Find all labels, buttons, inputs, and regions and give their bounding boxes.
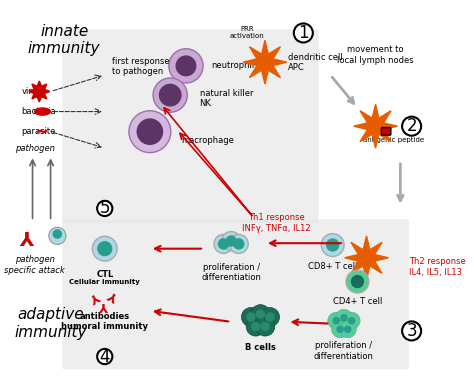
- Circle shape: [343, 312, 360, 329]
- Text: pathogen: pathogen: [15, 144, 55, 152]
- Circle shape: [49, 227, 66, 245]
- Circle shape: [402, 321, 421, 341]
- Circle shape: [246, 312, 255, 322]
- Text: first response
to pathogen: first response to pathogen: [111, 57, 169, 76]
- Circle shape: [337, 326, 344, 333]
- Circle shape: [260, 308, 280, 326]
- Text: Y: Y: [21, 227, 35, 245]
- Text: 3: 3: [406, 322, 417, 340]
- Circle shape: [340, 314, 348, 322]
- Text: antigenic peptide: antigenic peptide: [363, 137, 424, 143]
- Text: Th2 response
IL4, IL5, IL13: Th2 response IL4, IL5, IL13: [410, 257, 466, 276]
- Circle shape: [346, 270, 369, 293]
- Circle shape: [326, 238, 339, 252]
- Circle shape: [218, 238, 229, 250]
- Text: bacteria: bacteria: [21, 107, 56, 116]
- Circle shape: [402, 117, 421, 136]
- Circle shape: [226, 235, 237, 247]
- Text: 5: 5: [100, 199, 110, 217]
- Circle shape: [233, 238, 245, 250]
- Circle shape: [256, 53, 273, 71]
- Circle shape: [255, 310, 265, 319]
- Text: Y: Y: [107, 288, 121, 304]
- Text: dendritic cell
APC: dendritic cell APC: [288, 53, 342, 72]
- Circle shape: [175, 55, 196, 76]
- Circle shape: [358, 249, 375, 266]
- Text: CD4+ T cell: CD4+ T cell: [333, 297, 382, 306]
- Circle shape: [92, 236, 117, 261]
- Circle shape: [97, 241, 112, 256]
- Text: PRR
activation: PRR activation: [229, 26, 264, 39]
- Circle shape: [321, 233, 344, 257]
- Circle shape: [294, 23, 313, 43]
- Circle shape: [246, 317, 265, 336]
- Circle shape: [251, 305, 270, 324]
- Circle shape: [129, 111, 171, 152]
- Text: Y: Y: [100, 299, 109, 312]
- Circle shape: [97, 349, 112, 364]
- Text: adaptive
immunity: adaptive immunity: [14, 308, 87, 340]
- FancyBboxPatch shape: [62, 29, 319, 223]
- Circle shape: [331, 321, 349, 338]
- Ellipse shape: [34, 107, 51, 116]
- Text: pathogen
specific attack: pathogen specific attack: [4, 255, 65, 275]
- Circle shape: [241, 308, 260, 326]
- Polygon shape: [243, 40, 287, 84]
- Text: CD8+ T cell: CD8+ T cell: [308, 262, 357, 271]
- Circle shape: [351, 275, 364, 288]
- Circle shape: [214, 234, 233, 253]
- Polygon shape: [29, 81, 50, 102]
- Circle shape: [344, 326, 352, 333]
- Circle shape: [332, 317, 340, 324]
- Circle shape: [260, 322, 270, 331]
- Circle shape: [336, 309, 353, 326]
- Text: proliferation /
differentiation: proliferation / differentiation: [314, 341, 374, 361]
- Text: proliferation /
differentiation: proliferation / differentiation: [201, 263, 261, 282]
- Text: B cells: B cells: [245, 343, 276, 352]
- Circle shape: [328, 312, 345, 329]
- Circle shape: [255, 317, 275, 336]
- Text: macrophage: macrophage: [182, 136, 234, 145]
- Circle shape: [153, 78, 187, 112]
- Circle shape: [169, 49, 203, 83]
- Circle shape: [221, 232, 241, 251]
- Text: neutrophil: neutrophil: [211, 61, 254, 70]
- Text: natural killer
NK: natural killer NK: [200, 89, 253, 108]
- Text: innate
immunity: innate immunity: [28, 24, 100, 56]
- Text: 2: 2: [406, 117, 417, 135]
- Circle shape: [251, 322, 260, 331]
- Text: Y: Y: [88, 288, 102, 304]
- Circle shape: [159, 84, 182, 106]
- Circle shape: [348, 317, 356, 324]
- Text: CTL: CTL: [96, 270, 113, 279]
- Text: movement to
local lymph nodes: movement to local lymph nodes: [337, 45, 414, 65]
- FancyBboxPatch shape: [62, 219, 409, 369]
- Circle shape: [97, 201, 112, 216]
- Circle shape: [265, 312, 275, 322]
- Circle shape: [367, 118, 384, 135]
- Text: 1: 1: [298, 24, 309, 42]
- FancyBboxPatch shape: [382, 127, 391, 135]
- Circle shape: [229, 234, 248, 253]
- Text: Th1 response
INFγ, TNFα, IL12: Th1 response INFγ, TNFα, IL12: [242, 214, 310, 233]
- Circle shape: [137, 118, 163, 145]
- Text: parasite: parasite: [21, 127, 55, 136]
- Polygon shape: [345, 236, 388, 280]
- Text: Cellular immunity: Cellular immunity: [69, 278, 140, 285]
- Circle shape: [339, 321, 356, 338]
- Text: 4: 4: [100, 348, 110, 366]
- Circle shape: [53, 229, 62, 239]
- Polygon shape: [354, 104, 397, 148]
- Text: ~: ~: [35, 122, 48, 141]
- Text: antibodies
humoral immunity: antibodies humoral immunity: [61, 312, 148, 331]
- Text: virus: virus: [21, 87, 42, 96]
